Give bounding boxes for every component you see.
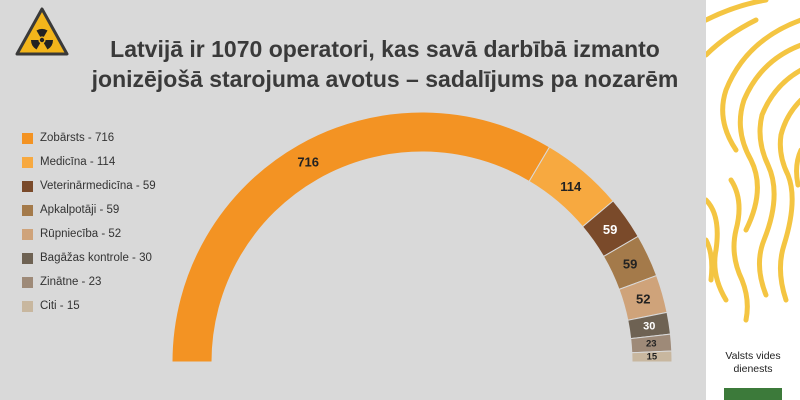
decorative-side-panel [706,0,800,400]
chart-segment [631,350,673,363]
legend-item: Rūpniecība - 52 [22,222,156,246]
data-label: 59 [623,257,637,272]
agency-name-line-1: Valsts vides [725,350,781,362]
legend-label: Veterinārmedicīna - 59 [40,180,156,192]
fingerprint-pattern-icon [706,0,800,323]
chart-title-line-1: Latvijā ir 1070 operatori, kas savā darb… [110,36,660,62]
agency-name-line-2: dienests [733,363,773,375]
legend-item: Citi - 15 [22,294,156,318]
legend-label: Zinātne - 23 [40,276,102,288]
legend-label: Medicīna - 114 [40,156,116,168]
legend-swatch [22,132,33,144]
legend-label: Zobārsts - 716 [40,132,115,144]
legend-item: Medicīna - 114 [22,150,156,174]
chart-title-line-2: jonizējošā starojuma avotus – sadalījums… [91,66,679,92]
legend-swatch [22,276,33,288]
data-label: 59 [603,222,617,237]
agency-name: Valsts vides dienests [706,350,800,376]
legend-label: Rūpniecība - 52 [40,228,122,240]
data-label: 716 [297,155,319,170]
radiation-warning-icon [15,7,69,56]
legend-item: Bagāžas kontrole - 30 [22,246,156,270]
legend-item: Zobārsts - 716 [22,126,156,150]
legend-swatch [22,252,33,264]
chart-title: Latvijā ir 1070 operatori, kas savā darb… [80,34,690,94]
legend-item: Apkalpotāji - 59 [22,198,156,222]
data-label: 114 [560,179,582,194]
data-label: 23 [646,339,657,350]
legend-swatch [22,228,33,240]
legend-item: Zinātne - 23 [22,270,156,294]
legend-swatch [22,180,33,192]
legend-swatch [22,156,33,168]
legend-swatch [22,300,33,312]
legend-item: Veterinārmedicīna - 59 [22,174,156,198]
chart-legend: Zobārsts - 716 Medicīna - 114 Veterinārmed… [22,126,156,318]
legend-label: Citi - 15 [40,300,80,312]
chart-segment [171,111,551,363]
data-label: 30 [643,320,655,332]
data-label: 15 [647,351,658,362]
data-label: 52 [636,292,650,307]
legend-label: Bagāžas kontrole - 30 [40,252,152,264]
agency-logo-bar [724,388,782,400]
legend-swatch [22,204,33,216]
legend-label: Apkalpotāji - 59 [40,204,120,216]
